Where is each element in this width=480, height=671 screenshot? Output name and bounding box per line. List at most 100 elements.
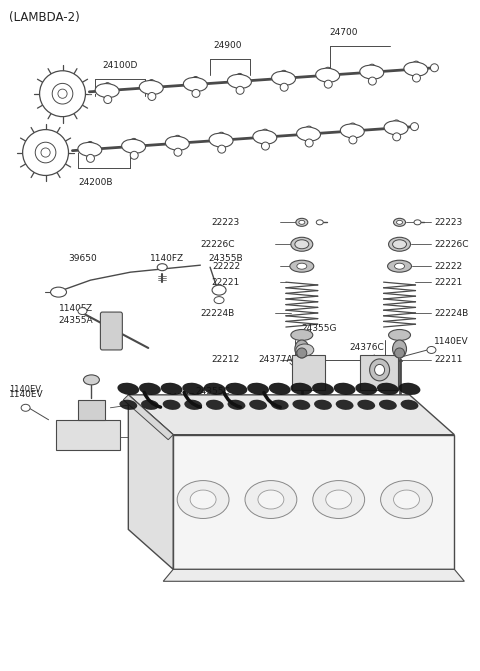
Ellipse shape — [381, 480, 432, 519]
Ellipse shape — [214, 297, 224, 303]
Text: 24355G: 24355G — [302, 323, 337, 333]
Ellipse shape — [295, 240, 309, 249]
Polygon shape — [78, 400, 106, 420]
Ellipse shape — [305, 139, 313, 147]
Ellipse shape — [41, 148, 50, 157]
Ellipse shape — [323, 67, 333, 83]
Text: 22222: 22222 — [434, 262, 463, 270]
Ellipse shape — [401, 400, 419, 410]
Ellipse shape — [129, 138, 139, 154]
Ellipse shape — [174, 148, 182, 156]
Ellipse shape — [316, 220, 323, 225]
Text: 22223: 22223 — [434, 218, 463, 227]
Ellipse shape — [166, 136, 189, 150]
Ellipse shape — [278, 70, 288, 87]
Ellipse shape — [39, 70, 85, 117]
Ellipse shape — [130, 151, 138, 159]
Text: 22221: 22221 — [434, 278, 463, 287]
Ellipse shape — [312, 382, 334, 395]
Ellipse shape — [161, 382, 182, 395]
Ellipse shape — [262, 142, 269, 150]
Ellipse shape — [204, 382, 226, 395]
Ellipse shape — [324, 81, 332, 88]
Ellipse shape — [228, 400, 245, 410]
Ellipse shape — [52, 83, 73, 104]
Text: 22222: 22222 — [212, 262, 240, 270]
Ellipse shape — [393, 340, 407, 358]
Ellipse shape — [389, 329, 410, 340]
Ellipse shape — [271, 400, 288, 410]
Ellipse shape — [326, 490, 352, 509]
Ellipse shape — [398, 382, 420, 395]
Text: 22226C: 22226C — [201, 240, 235, 249]
Polygon shape — [360, 355, 397, 390]
Ellipse shape — [23, 130, 69, 175]
Ellipse shape — [86, 154, 95, 162]
Ellipse shape — [269, 382, 290, 395]
Ellipse shape — [247, 382, 269, 395]
Ellipse shape — [177, 480, 229, 519]
Text: 1140FZ: 1140FZ — [150, 254, 184, 263]
Ellipse shape — [379, 400, 397, 410]
Ellipse shape — [183, 77, 207, 91]
Polygon shape — [128, 395, 455, 435]
Ellipse shape — [121, 140, 145, 154]
Ellipse shape — [236, 87, 244, 95]
Polygon shape — [163, 569, 464, 581]
Ellipse shape — [258, 490, 284, 509]
Ellipse shape — [411, 61, 421, 77]
Ellipse shape — [414, 220, 421, 225]
Ellipse shape — [374, 364, 384, 375]
Ellipse shape — [182, 382, 204, 395]
Ellipse shape — [290, 260, 314, 272]
Ellipse shape — [192, 89, 200, 97]
Ellipse shape — [120, 400, 137, 410]
Polygon shape — [173, 435, 455, 569]
Ellipse shape — [260, 129, 270, 145]
Ellipse shape — [58, 89, 67, 98]
Ellipse shape — [357, 400, 375, 410]
FancyBboxPatch shape — [100, 312, 122, 350]
Ellipse shape — [297, 348, 307, 358]
Ellipse shape — [206, 400, 224, 410]
Text: 24900: 24900 — [213, 42, 241, 50]
Ellipse shape — [349, 136, 357, 144]
Ellipse shape — [216, 132, 226, 148]
Ellipse shape — [228, 74, 252, 89]
Ellipse shape — [296, 218, 308, 226]
Ellipse shape — [395, 348, 405, 358]
Ellipse shape — [21, 405, 30, 411]
Ellipse shape — [50, 287, 67, 297]
Text: 24100D: 24100D — [102, 61, 138, 70]
Ellipse shape — [102, 83, 112, 99]
Ellipse shape — [340, 124, 364, 138]
Ellipse shape — [296, 344, 314, 356]
Ellipse shape — [393, 240, 407, 249]
Ellipse shape — [370, 359, 390, 381]
Text: 24377A: 24377A — [258, 356, 293, 364]
Text: 1140EV: 1140EV — [9, 391, 43, 399]
Polygon shape — [56, 420, 120, 450]
Text: 1140FZ: 1140FZ — [59, 303, 93, 313]
Ellipse shape — [299, 220, 305, 224]
Text: 39650: 39650 — [69, 254, 97, 263]
Ellipse shape — [290, 382, 312, 395]
Ellipse shape — [384, 121, 408, 135]
Text: 24355C: 24355C — [195, 387, 230, 397]
Ellipse shape — [360, 65, 384, 79]
Ellipse shape — [412, 74, 420, 82]
Polygon shape — [292, 355, 325, 390]
Text: 22212: 22212 — [212, 356, 240, 364]
Ellipse shape — [118, 382, 139, 395]
Ellipse shape — [303, 126, 313, 142]
Ellipse shape — [139, 81, 163, 95]
Text: 24355B: 24355B — [208, 254, 243, 263]
Ellipse shape — [291, 238, 313, 251]
Ellipse shape — [427, 346, 436, 354]
Ellipse shape — [191, 76, 200, 93]
Ellipse shape — [78, 307, 87, 315]
Ellipse shape — [163, 400, 180, 410]
Text: 22221: 22221 — [212, 278, 240, 287]
Ellipse shape — [35, 142, 56, 163]
Ellipse shape — [148, 93, 156, 101]
